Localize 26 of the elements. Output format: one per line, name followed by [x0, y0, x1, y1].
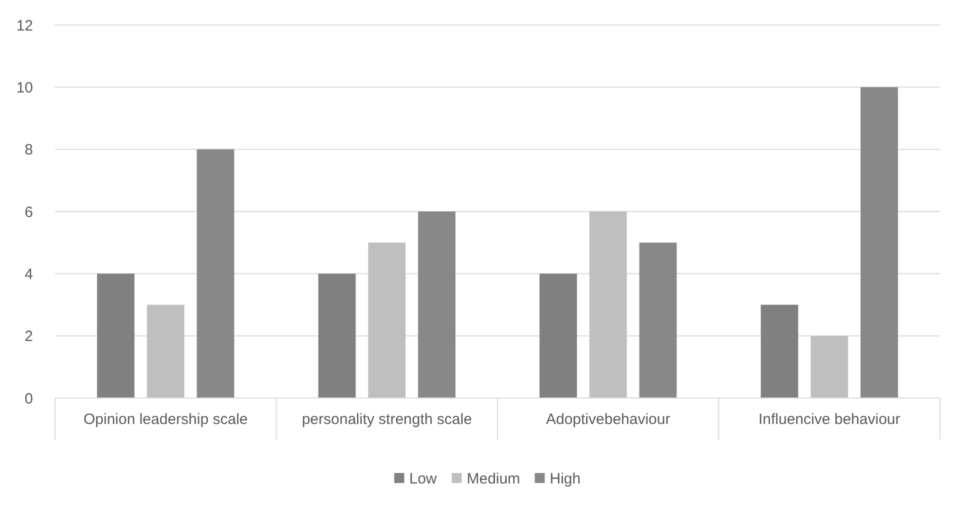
- bar: [760, 304, 798, 398]
- y-tick-label: 12: [16, 17, 33, 34]
- y-tick-label: 2: [24, 328, 33, 346]
- bar: [860, 87, 898, 398]
- bar: [418, 212, 456, 398]
- bar: [97, 274, 134, 398]
- bar: [639, 242, 677, 398]
- x-tick-label: personality strength scale: [302, 411, 472, 428]
- bar: [318, 274, 356, 398]
- y-tick-label: 4: [24, 266, 33, 283]
- bar: [589, 212, 627, 398]
- bar: [540, 274, 577, 398]
- legend-label: Low: [409, 470, 437, 488]
- y-tick-label: 6: [24, 204, 33, 221]
- x-tick-label: Opinion leadership scale: [83, 411, 248, 428]
- bar: [196, 149, 234, 398]
- x-tick-label: Adoptivebehaviour: [546, 411, 670, 428]
- y-tick-label: 8: [24, 142, 33, 159]
- y-tick-label: 0: [24, 390, 33, 408]
- x-tick-label: Influencive behaviour: [758, 411, 900, 428]
- bar: [146, 304, 184, 398]
- y-tick-label: 10: [16, 79, 33, 96]
- legend-label: High: [550, 470, 581, 488]
- bar: [368, 242, 406, 398]
- legend-label: Medium: [466, 470, 520, 488]
- bar: [810, 336, 848, 398]
